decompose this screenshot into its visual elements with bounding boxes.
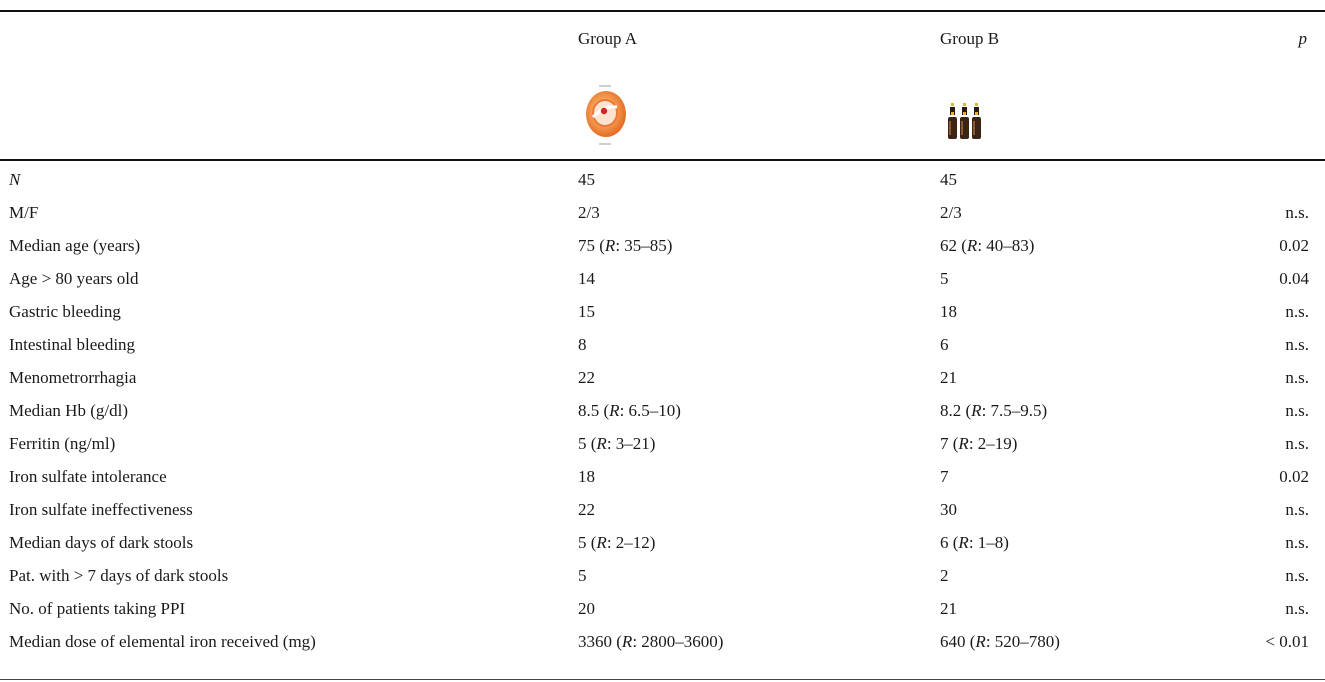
group-b-value: 21 [940,368,957,387]
group-a-value: 22 [578,500,595,519]
group-a-value: 75 (R: 35–85) [578,236,673,255]
row-label: M/F [9,203,39,222]
row-label: Median days of dark stools [9,533,194,552]
row-label: Median Hb (g/dl) [9,401,128,420]
group-a-value: 2/3 [578,203,600,222]
row-label: Iron sulfate ineffectiveness [9,500,193,519]
table-row: Gastric bleeding 15 18 n.s. [0,297,1325,328]
p-value: 0.04 [1279,269,1309,288]
group-a-value: 18 [578,467,595,486]
group-a-value: 5 (R: 2–12) [578,533,656,552]
group-b-value: 7 [940,467,949,486]
p-value: n.s. [1285,203,1309,222]
row-label: Median age (years) [9,236,141,255]
group-a-value: 20 [578,599,595,618]
p-value: 0.02 [1279,236,1309,255]
p-value: n.s. [1285,302,1309,321]
group-b-value: 8.2 (R: 7.5–9.5) [940,401,1048,420]
group-b-value: 30 [940,500,957,519]
orange-pill-capsule-icon [586,85,626,145]
group-b-value: 6 (R: 1–8) [940,533,1009,552]
group-b-value: 18 [940,302,957,321]
group-a-value: 15 [578,302,595,321]
table-row: M/F 2/3 2/3 n.s. [0,198,1325,229]
table-row: Iron sulfate ineffectiveness 22 30 n.s. [0,495,1325,526]
group-a-value: 5 (R: 3–21) [578,434,656,453]
table-row: Median dose of elemental iron received (… [0,627,1325,658]
row-label: Gastric bleeding [9,302,121,321]
row-label: Intestinal bleeding [9,335,136,354]
row-label: Pat. with > 7 days of dark stools [9,566,229,585]
group-a-value: 8 [578,335,587,354]
row-label: Menometrorrhagia [9,368,137,387]
table-bottom-rule [0,679,1325,680]
table-row: Age > 80 years old 14 5 0.04 [0,264,1325,295]
header-group-a: Group A [578,29,638,48]
group-b-value: 62 (R: 40–83) [940,236,1035,255]
p-value: n.s. [1285,599,1309,618]
header-divider-rule [0,159,1325,161]
row-label: No. of patients taking PPI [9,599,186,618]
row-label: Ferritin (ng/ml) [9,434,116,453]
group-a-value: 14 [578,269,595,288]
table-row: Iron sulfate intolerance 18 7 0.02 [0,462,1325,493]
group-b-value: 2/3 [940,203,962,222]
p-value: n.s. [1285,500,1309,519]
table-row: Median age (years) 75 (R: 35–85) 62 (R: … [0,231,1325,262]
group-a-value: 5 [578,566,587,585]
p-value: n.s. [1285,335,1309,354]
p-value: n.s. [1285,401,1309,420]
table-row: Pat. with > 7 days of dark stools 5 2 n.… [0,561,1325,592]
group-a-value: 45 [578,170,595,189]
p-value: n.s. [1285,434,1309,453]
row-label: N [9,170,21,189]
group-b-value: 6 [940,335,949,354]
row-label: Iron sulfate intolerance [9,467,167,486]
group-a-value: 3360 (R: 2800–3600) [578,632,724,651]
group-b-value: 640 (R: 520–780) [940,632,1060,651]
group-b-value: 7 (R: 2–19) [940,434,1018,453]
group-b-value: 2 [940,566,949,585]
p-value: < 0.01 [1265,632,1309,651]
p-value: n.s. [1285,368,1309,387]
table-row: Intestinal bleeding 8 6 n.s. [0,330,1325,361]
group-a-value: 8.5 (R: 6.5–10) [578,401,681,420]
header-p-value: p [1298,29,1308,48]
three-brown-vials-icon [948,103,981,139]
group-b-value: 45 [940,170,957,189]
group-b-value: 5 [940,269,949,288]
table-row: Median days of dark stools 5 (R: 2–12) 6… [0,528,1325,559]
table-row: No. of patients taking PPI 20 21 n.s. [0,594,1325,625]
table-top-rule [0,10,1325,12]
p-value: n.s. [1285,533,1309,552]
table-row: N 45 45 [0,165,1325,196]
group-a-value: 22 [578,368,595,387]
row-label: Median dose of elemental iron received (… [9,632,316,651]
table-row: Median Hb (g/dl) 8.5 (R: 6.5–10) 8.2 (R:… [0,396,1325,427]
header-group-b: Group B [940,29,1000,48]
group-b-value: 21 [940,599,957,618]
p-value: n.s. [1285,566,1309,585]
row-label: Age > 80 years old [9,269,139,288]
table-row: Menometrorrhagia 22 21 n.s. [0,363,1325,394]
p-value: 0.02 [1279,467,1309,486]
table-row: Ferritin (ng/ml) 5 (R: 3–21) 7 (R: 2–19)… [0,429,1325,460]
